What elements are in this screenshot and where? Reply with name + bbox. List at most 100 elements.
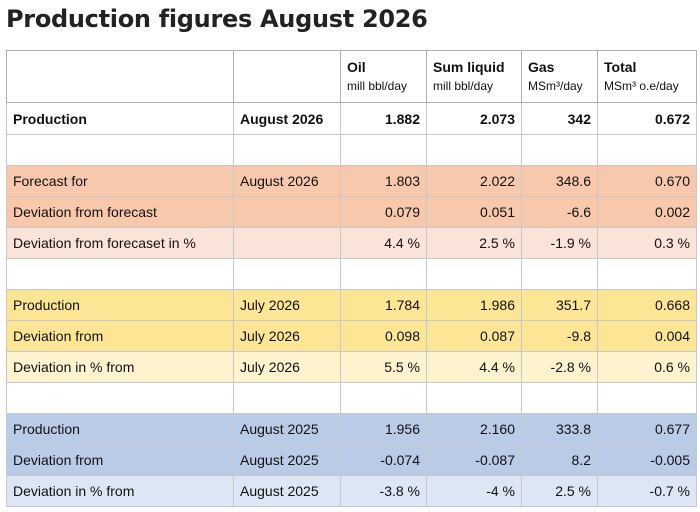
cell-total <box>597 258 697 290</box>
cell-oil <box>340 134 427 166</box>
cell-total <box>597 382 697 414</box>
cell-total: 0.677 <box>597 413 697 445</box>
cell-gas: -9.8 <box>521 320 598 352</box>
cell-sum-liquid: -0.087 <box>426 444 522 476</box>
cell-period: July 2026 <box>233 351 341 383</box>
cell-total: 0.6 % <box>597 351 697 383</box>
cell-total: -0.7 % <box>597 475 697 507</box>
cell-total: 0.004 <box>597 320 697 352</box>
production-table: Oil mill bbl/day Sum liquid mill bbl/day G… <box>6 50 697 507</box>
cell-period <box>233 382 341 414</box>
header-oil: Oil mill bbl/day <box>340 50 427 103</box>
cell-oil: 0.098 <box>340 320 427 352</box>
header-gas: Gas MSm³/day <box>521 50 598 103</box>
cell-oil: 1.956 <box>340 413 427 445</box>
cell-period: August 2025 <box>233 413 341 445</box>
header-sum-liquid: Sum liquid mill bbl/day <box>426 50 522 103</box>
header-period <box>233 50 341 103</box>
cell-oil <box>340 382 427 414</box>
header-total-title: Total <box>604 58 637 75</box>
cell-gas: -1.9 % <box>521 227 598 259</box>
separator-row <box>6 258 697 290</box>
cell-period: August 2026 <box>233 102 341 135</box>
cell-gas <box>521 258 598 290</box>
cell-sum-liquid: 4.4 % <box>426 351 522 383</box>
cell-label <box>6 382 234 414</box>
header-oil-unit: mill bbl/day <box>347 78 408 93</box>
cell-oil: 1.882 <box>340 102 427 135</box>
cell-gas <box>521 382 598 414</box>
cell-gas: -2.8 % <box>521 351 598 383</box>
separator-row <box>6 382 697 414</box>
cell-sum-liquid: 1.986 <box>426 289 522 321</box>
cell-gas: 2.5 % <box>521 475 598 507</box>
cell-oil: 5.5 % <box>340 351 427 383</box>
cell-period: August 2026 <box>233 165 341 197</box>
cell-gas: 351.7 <box>521 289 598 321</box>
table-row: Deviation from August 2025 -0.074 -0.087 8.2… <box>6 444 697 476</box>
cell-oil: 1.803 <box>340 165 427 197</box>
separator-row <box>6 134 697 166</box>
cell-oil: 0.079 <box>340 196 427 228</box>
cell-label: Deviation in % from <box>6 475 234 507</box>
cell-sum-liquid <box>426 258 522 290</box>
cell-gas <box>521 134 598 166</box>
cell-sum-liquid <box>426 382 522 414</box>
cell-period: August 2025 <box>233 444 341 476</box>
cell-label: Deviation from forecast <box>6 196 234 228</box>
cell-oil: -0.074 <box>340 444 427 476</box>
header-gas-title: Gas <box>528 58 555 75</box>
cell-total: 0.670 <box>597 165 697 197</box>
cell-sum-liquid: 2.022 <box>426 165 522 197</box>
cell-oil: -3.8 % <box>340 475 427 507</box>
cell-period: July 2026 <box>233 320 341 352</box>
cell-total: 0.668 <box>597 289 697 321</box>
cell-label <box>6 258 234 290</box>
cell-sum-liquid <box>426 134 522 166</box>
table-row: Deviation from forecast 0.079 0.051 -6.6 0.0… <box>6 196 697 228</box>
cell-total: 0.002 <box>597 196 697 228</box>
cell-period <box>233 227 341 259</box>
cell-oil: 4.4 % <box>340 227 427 259</box>
table-row: Production July 2026 1.784 1.986 351.7 0.668 <box>6 289 697 321</box>
table-row: Production August 2026 1.882 2.073 342 0.672 <box>6 102 697 135</box>
cell-oil <box>340 258 427 290</box>
header-total-unit: MSm³ o.e/day <box>604 78 679 93</box>
table-row: Deviation from forecaset in % 4.4 % 2.5 % -… <box>6 227 697 259</box>
cell-sum-liquid: -4 % <box>426 475 522 507</box>
table-row: Production August 2025 1.956 2.160 333.8 0.67… <box>6 413 697 445</box>
cell-label: Production <box>6 413 234 445</box>
cell-gas: 333.8 <box>521 413 598 445</box>
table-row: Deviation in % from August 2025 -3.8 % -4 %… <box>6 475 697 507</box>
header-sum-liquid-title: Sum liquid <box>433 58 505 75</box>
cell-total <box>597 134 697 166</box>
cell-gas: -6.6 <box>521 196 598 228</box>
cell-period <box>233 196 341 228</box>
cell-label: Production <box>6 289 234 321</box>
cell-sum-liquid: 0.051 <box>426 196 522 228</box>
cell-label: Deviation from <box>6 444 234 476</box>
table-row: Deviation in % from July 2026 5.5 % 4.4 % -2… <box>6 351 697 383</box>
cell-total: 0.672 <box>597 102 697 135</box>
header-label <box>6 50 234 103</box>
cell-sum-liquid: 2.5 % <box>426 227 522 259</box>
cell-label <box>6 134 234 166</box>
cell-sum-liquid: 0.087 <box>426 320 522 352</box>
cell-sum-liquid: 2.160 <box>426 413 522 445</box>
page-title: Production figures August 2026 <box>6 5 428 33</box>
cell-label: Production <box>6 102 234 135</box>
header-total: Total MSm³ o.e/day <box>597 50 697 103</box>
cell-period <box>233 258 341 290</box>
header-oil-title: Oil <box>347 58 366 75</box>
cell-gas: 348.6 <box>521 165 598 197</box>
cell-period: August 2025 <box>233 475 341 507</box>
cell-sum-liquid: 2.073 <box>426 102 522 135</box>
cell-label: Deviation in % from <box>6 351 234 383</box>
cell-total: -0.005 <box>597 444 697 476</box>
header-gas-unit: MSm³/day <box>528 78 583 93</box>
cell-label: Deviation from forecaset in % <box>6 227 234 259</box>
cell-gas: 342 <box>521 102 598 135</box>
cell-gas: 8.2 <box>521 444 598 476</box>
cell-label: Forecast for <box>6 165 234 197</box>
cell-period: July 2026 <box>233 289 341 321</box>
